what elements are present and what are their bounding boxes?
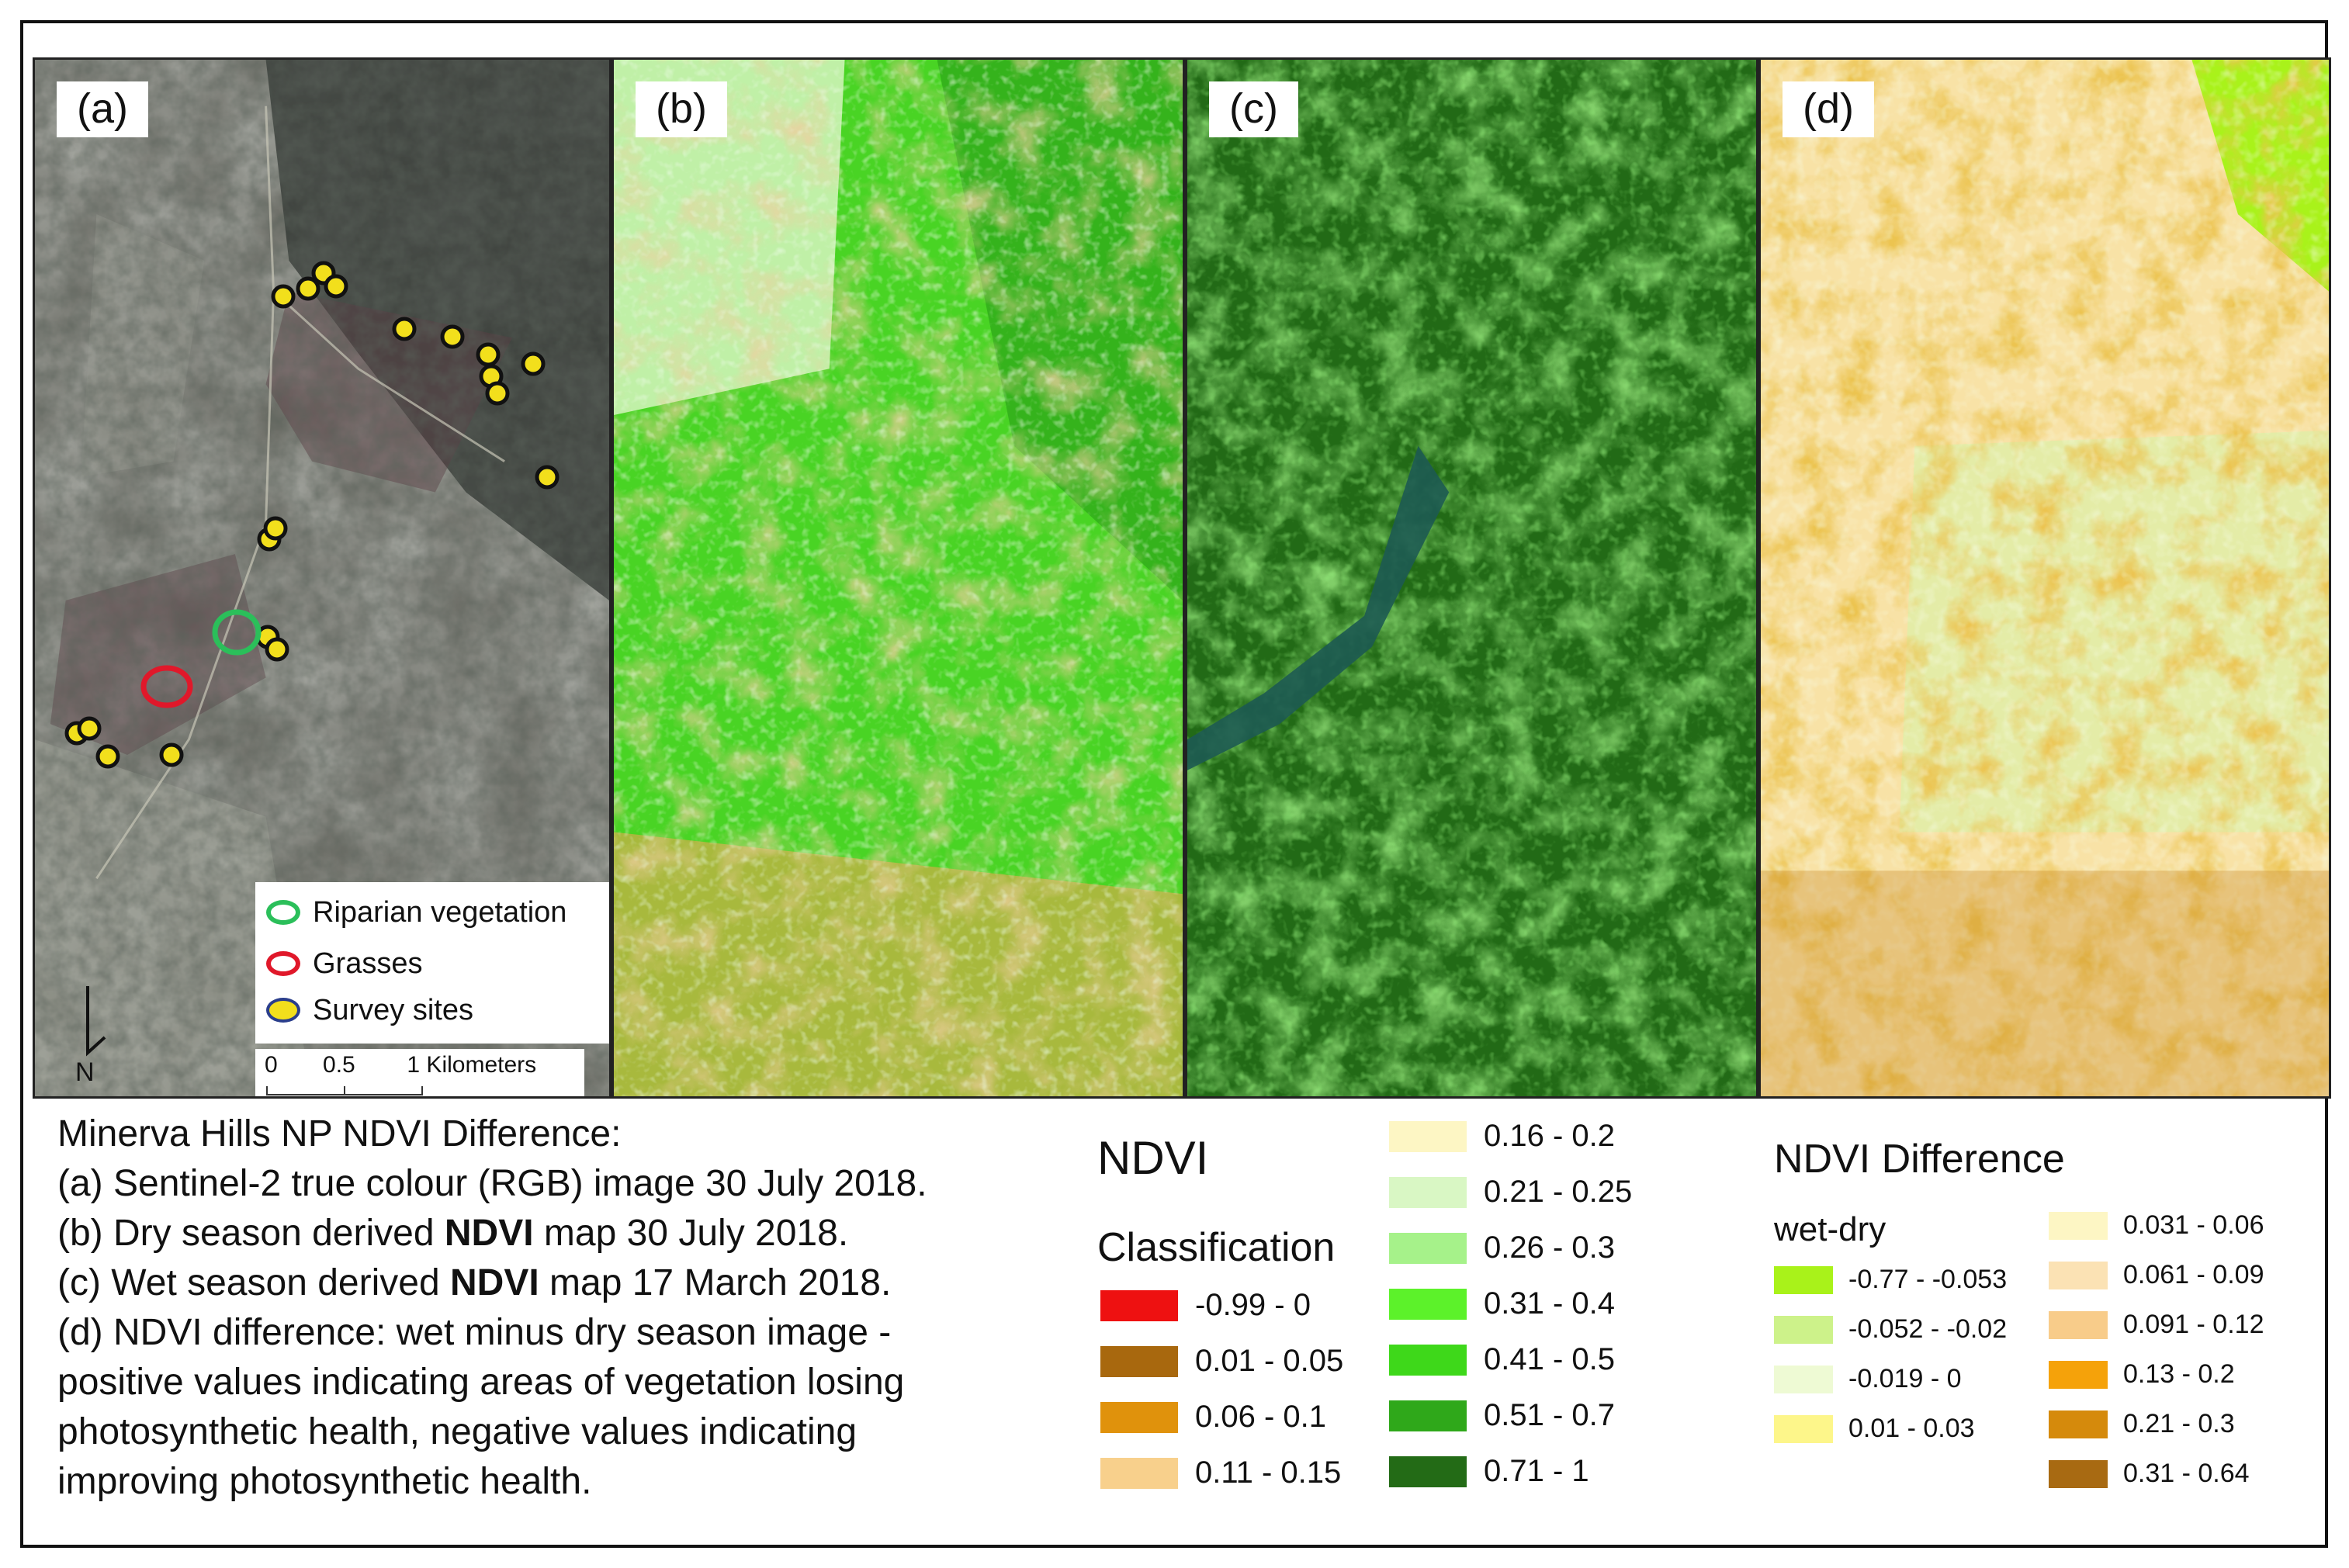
difference-legend-item: -0.77 - -0.053 (1774, 1265, 2007, 1295)
difference-legend-item: 0.01 - 0.03 (1774, 1414, 1975, 1444)
legend-item-grasses: Grasses (266, 949, 422, 978)
difference-legend-item: 0.061 - 0.09 (2049, 1260, 2264, 1290)
difference-legend-item: -0.019 - 0 (1774, 1364, 1962, 1394)
caption-title: Minerva Hills NP NDVI Difference: (57, 1113, 622, 1154)
ndvi-legend-item: 0.16 - 0.2 (1389, 1119, 1615, 1154)
panel-a-rgb-image: (a) (33, 57, 612, 1099)
difference-legend-item: 0.091 - 0.12 (2049, 1310, 2264, 1340)
ndvi-legend-item: 0.41 - 0.5 (1389, 1342, 1615, 1377)
panel-c-wet-ndvi-map: (c) (1185, 57, 1758, 1099)
survey-site-markers (64, 261, 560, 769)
satellite-image (35, 60, 609, 1096)
caption-line-d3: photosynthetic health, negative values i… (57, 1411, 857, 1452)
survey-site-marker (77, 716, 102, 741)
survey-site-marker (535, 465, 560, 490)
survey-site-marker (265, 637, 289, 662)
difference-legend-item: -0.052 - -0.02 (1774, 1314, 2007, 1345)
red-circle-icon (266, 951, 300, 976)
ndvi-legend-item: 0.71 - 1 (1389, 1454, 1589, 1489)
riparian-vegetation-circle (212, 609, 262, 656)
caption-line-a: (a) Sentinel-2 true colour (RGB) image 3… (57, 1163, 927, 1204)
caption-line-d4: improving photosynthetic health. (57, 1461, 592, 1502)
caption-line-d2: positive values indicating areas of vege… (57, 1362, 905, 1403)
survey-site-marker (521, 351, 546, 376)
panel-label-a: (a) (57, 81, 148, 137)
ndvi-legend-item: 0.11 - 0.15 (1100, 1456, 1341, 1490)
ndvi-legend-item: 0.01 - 0.05 (1100, 1344, 1343, 1379)
ndvi-legend-title: NDVI (1097, 1132, 1209, 1184)
scale-bar: 0 0.5 1 Kilometers (255, 1049, 584, 1096)
caption-line-c: (c) Wet season derived NDVI map 17 March… (57, 1262, 892, 1303)
green-circle-icon (266, 900, 300, 925)
survey-site-marker (324, 274, 348, 299)
caption-line-d1: (d) NDVI difference: wet minus dry seaso… (57, 1312, 892, 1353)
survey-site-marker (95, 744, 120, 769)
survey-site-marker (159, 742, 184, 767)
map-legend: Riparian vegetation Grasses Survey sites (255, 882, 609, 1044)
grasses-circle (140, 665, 193, 708)
difference-legend-item: 0.031 - 0.06 (2049, 1210, 2264, 1241)
panel-d-ndvi-difference-map: (d) (1758, 57, 2331, 1099)
ndvi-difference-raster (1761, 60, 2329, 1096)
panel-b-dry-ndvi-map: (b) (612, 57, 1185, 1099)
ndvi-legend-subtitle: Classification (1097, 1225, 1336, 1270)
figure-caption: Minerva Hills NP NDVI Difference: (a) Se… (57, 1109, 927, 1507)
ndvi-legend-item: 0.51 - 0.7 (1389, 1398, 1615, 1433)
wet-season-ndvi-raster (1187, 60, 1756, 1096)
ndvi-legend-item: 0.21 - 0.25 (1389, 1175, 1632, 1210)
survey-site-marker (476, 342, 501, 367)
difference-legend-item: 0.13 - 0.2 (2049, 1359, 2235, 1390)
legend-item-survey-sites: Survey sites (266, 995, 473, 1025)
panel-label-c: (c) (1209, 81, 1298, 137)
yellow-dot-icon (266, 998, 300, 1023)
panel-label-b: (b) (636, 81, 727, 137)
caption-line-b: (b) Dry season derived NDVI map 30 July … (57, 1213, 849, 1254)
panel-label-d: (d) (1783, 81, 1874, 137)
survey-site-marker (271, 284, 296, 309)
survey-site-marker (263, 516, 288, 541)
legend-item-riparian: Riparian vegetation (266, 898, 566, 927)
survey-site-marker (440, 324, 465, 349)
difference-legend-subtitle: wet-dry (1774, 1210, 1886, 1248)
difference-legend-item: 0.31 - 0.64 (2049, 1459, 2250, 1489)
survey-site-marker (485, 381, 510, 406)
survey-site-marker (392, 317, 417, 341)
north-arrow-icon (86, 986, 106, 1057)
ndvi-legend-item: 0.31 - 0.4 (1389, 1286, 1615, 1321)
figure-frame: (a) (20, 20, 2331, 1548)
ndvi-legend-item: 0.06 - 0.1 (1100, 1400, 1326, 1435)
north-arrow: N (64, 983, 111, 1087)
ndvi-legend-item: 0.26 - 0.3 (1389, 1231, 1615, 1265)
difference-legend-item: 0.21 - 0.3 (2049, 1409, 2235, 1439)
ndvi-legend-item: -0.99 - 0 (1100, 1288, 1311, 1323)
difference-legend-title: NDVI Difference (1774, 1137, 2065, 1182)
dry-season-ndvi-raster (614, 60, 1183, 1096)
survey-site-marker (296, 276, 320, 301)
